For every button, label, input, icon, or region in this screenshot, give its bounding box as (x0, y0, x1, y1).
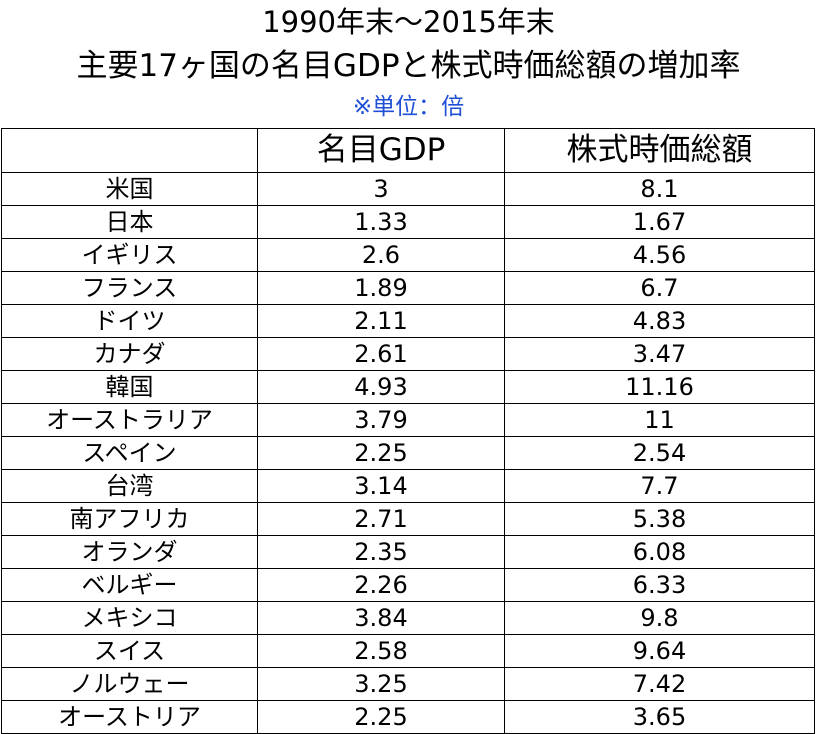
market-cap-cell: 11 (504, 403, 815, 437)
table-row: ドイツ 2.11 4.83 (1, 304, 815, 338)
gdp-cell: 2.6 (257, 238, 505, 272)
table-row: 南アフリカ 2.71 5.38 (1, 502, 815, 536)
country-cell: 日本 (1, 205, 258, 239)
gdp-cell: 4.93 (257, 370, 505, 404)
market-cap-cell: 4.83 (504, 304, 815, 338)
market-cap-cell: 9.64 (504, 634, 815, 668)
table-row: ノルウェー 3.25 7.42 (1, 667, 815, 701)
country-cell: 韓国 (1, 370, 258, 404)
table-row: フランス 1.89 6.7 (1, 271, 815, 305)
gdp-cell: 3 (257, 172, 505, 206)
table-row: 韓国 4.93 11.16 (1, 370, 815, 404)
country-cell: スイス (1, 634, 258, 668)
country-cell: フランス (1, 271, 258, 305)
table-row: オーストリア 2.25 3.65 (1, 700, 815, 734)
country-cell: オーストラリア (1, 403, 258, 437)
gdp-cell: 3.14 (257, 469, 505, 503)
country-cell: カナダ (1, 337, 258, 371)
table-row: メキシコ 3.84 9.8 (1, 601, 815, 635)
country-cell: 南アフリカ (1, 502, 258, 536)
gdp-cell: 2.71 (257, 502, 505, 536)
table-row: イギリス 2.6 4.56 (1, 238, 815, 272)
data-table: 名目GDP 株式時価総額 米国 3 8.1 日本 1.33 1.67 イギリス 2.6 4.56… (1, 128, 815, 734)
table-row: オランダ 2.35 6.08 (1, 535, 815, 569)
gdp-cell: 2.25 (257, 700, 505, 734)
market-cap-cell: 6.7 (504, 271, 815, 305)
market-cap-cell: 1.67 (504, 205, 815, 239)
country-cell: ノルウェー (1, 667, 258, 701)
country-cell: 米国 (1, 172, 258, 206)
country-cell: スペイン (1, 436, 258, 470)
table-row: スイス 2.58 9.64 (1, 634, 815, 668)
gdp-cell: 2.26 (257, 568, 505, 602)
country-cell: ドイツ (1, 304, 258, 338)
market-cap-cell: 5.38 (504, 502, 815, 536)
title-block: 1990年末～2015年末 主要17ヶ国の名目GDPと株式時価総額の増加率 ※単… (0, 0, 817, 128)
table-row: スペイン 2.25 2.54 (1, 436, 815, 470)
table-row: ベルギー 2.26 6.33 (1, 568, 815, 602)
unit-note: ※単位：倍 (352, 94, 465, 120)
gdp-cell: 2.35 (257, 535, 505, 569)
header-cell-market-cap: 株式時価総額 (504, 128, 815, 173)
market-cap-cell: 11.16 (504, 370, 815, 404)
gdp-cell: 3.84 (257, 601, 505, 635)
header-cell-country (1, 128, 258, 173)
gdp-cell: 2.25 (257, 436, 505, 470)
chart-title-line2: 主要17ヶ国の名目GDPと株式時価総額の増加率 (76, 48, 741, 84)
header-row: 名目GDP 株式時価総額 (1, 128, 815, 173)
market-cap-cell: 8.1 (504, 172, 815, 206)
header-cell-gdp: 名目GDP (257, 128, 505, 173)
market-cap-cell: 7.7 (504, 469, 815, 503)
market-cap-cell: 7.42 (504, 667, 815, 701)
gdp-cell: 1.89 (257, 271, 505, 305)
table-row: カナダ 2.61 3.47 (1, 337, 815, 371)
country-cell: ベルギー (1, 568, 258, 602)
market-cap-cell: 9.8 (504, 601, 815, 635)
table-body: 米国 3 8.1 日本 1.33 1.67 イギリス 2.6 4.56 フランス 1.89 6.7 ドイ… (1, 172, 815, 734)
table-row: オーストラリア 3.79 11 (1, 403, 815, 437)
gdp-cell: 2.11 (257, 304, 505, 338)
gdp-cell: 2.58 (257, 634, 505, 668)
market-cap-cell: 4.56 (504, 238, 815, 272)
market-cap-cell: 2.54 (504, 436, 815, 470)
country-cell: オランダ (1, 535, 258, 569)
country-cell: 台湾 (1, 469, 258, 503)
market-cap-cell: 6.33 (504, 568, 815, 602)
table-row: 台湾 3.14 7.7 (1, 469, 815, 503)
gdp-cell: 1.33 (257, 205, 505, 239)
country-cell: イギリス (1, 238, 258, 272)
market-cap-cell: 6.08 (504, 535, 815, 569)
table-row: 米国 3 8.1 (1, 172, 815, 206)
chart-title-line1: 1990年末～2015年末 (262, 5, 555, 39)
gdp-cell: 3.25 (257, 667, 505, 701)
gdp-cell: 3.79 (257, 403, 505, 437)
gdp-cell: 2.61 (257, 337, 505, 371)
country-cell: メキシコ (1, 601, 258, 635)
country-cell: オーストリア (1, 700, 258, 734)
table-row: 日本 1.33 1.67 (1, 205, 815, 239)
market-cap-cell: 3.65 (504, 700, 815, 734)
market-cap-cell: 3.47 (504, 337, 815, 371)
